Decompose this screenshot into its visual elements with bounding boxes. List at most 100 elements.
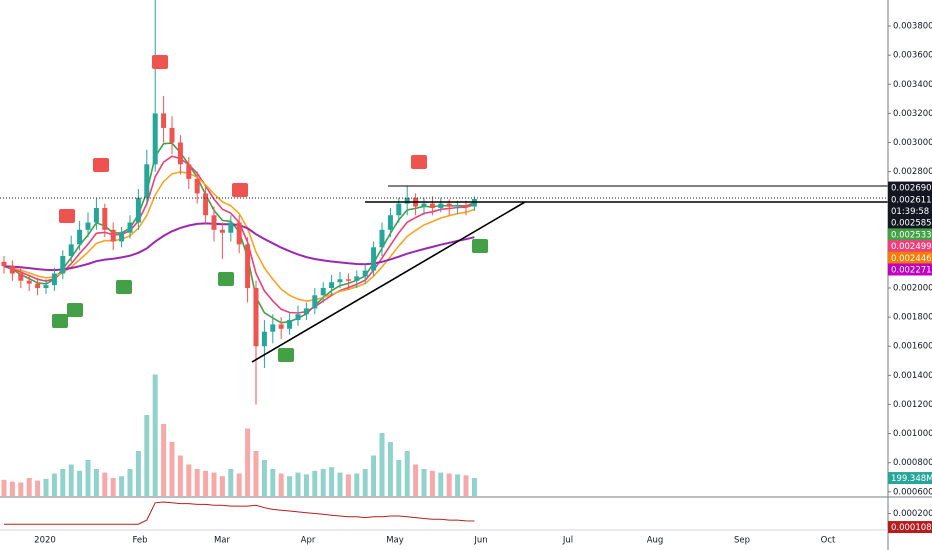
buy-marker	[218, 272, 234, 286]
volume-bar	[68, 464, 74, 496]
candle-body	[345, 279, 351, 281]
candle-body	[203, 193, 209, 216]
price-label-bg	[888, 181, 932, 194]
volume-bar	[228, 469, 234, 496]
volume-bar	[211, 472, 217, 496]
volume-bar	[152, 374, 158, 496]
candle-body	[35, 283, 41, 289]
volume-bar	[295, 472, 301, 496]
price-label-bg	[888, 216, 932, 229]
candle-body	[1, 261, 7, 267]
countdown-label: 01:39:58	[891, 207, 929, 217]
candle-body	[152, 113, 158, 165]
candle-body	[186, 164, 192, 179]
candle-body	[9, 266, 15, 274]
candle-body	[85, 222, 91, 230]
volume-bar	[18, 482, 24, 496]
candle-body	[51, 273, 57, 286]
price-label: 0.0022718	[891, 265, 932, 275]
candle-body	[337, 279, 343, 283]
candle-body	[455, 205, 461, 207]
candle-body	[93, 207, 99, 223]
volume-bar	[329, 467, 335, 496]
volume-label-bg	[888, 472, 932, 485]
volume-bar	[253, 451, 259, 496]
volume-bar	[320, 469, 326, 496]
x-tick-label: 2020	[34, 536, 56, 546]
buy-marker	[52, 314, 68, 328]
candle-body	[43, 285, 49, 289]
candle-body	[396, 203, 402, 216]
x-tick-label: Aug	[647, 536, 664, 546]
sell-markers	[59, 55, 427, 223]
x-tick-label: Apr	[301, 536, 316, 546]
volume-bar	[404, 451, 410, 496]
volume-bar	[203, 470, 209, 496]
buy-marker	[278, 348, 294, 362]
volume-bar	[303, 474, 309, 496]
sell-marker	[152, 55, 168, 69]
volume-bar	[169, 442, 175, 496]
candle-body	[169, 127, 175, 143]
volume-bar	[421, 469, 427, 496]
volume-bar	[161, 424, 167, 496]
volume-bar	[396, 460, 402, 496]
volume-bar	[455, 474, 461, 496]
countdown-label-bg	[888, 204, 932, 217]
candle-body	[429, 203, 435, 208]
volume-bar	[1, 479, 7, 496]
candle-body	[211, 215, 217, 230]
candle-body	[463, 205, 469, 207]
buy-markers	[52, 239, 488, 362]
price-label: 0.0026902	[891, 184, 932, 194]
volume-bar	[26, 478, 32, 496]
volume-bar	[337, 472, 343, 496]
volume-bar	[219, 476, 225, 496]
indicator-label: 0.0001086	[891, 523, 932, 533]
candle-body	[228, 222, 234, 233]
candle-body	[135, 197, 141, 223]
candle-body	[270, 324, 276, 332]
volume-bar	[387, 442, 393, 496]
candle-body	[278, 324, 284, 329]
volume-bar	[60, 469, 66, 496]
candle-body	[421, 203, 427, 207]
volume-bar	[312, 470, 318, 496]
candle-body	[26, 280, 32, 284]
candle-body	[295, 314, 301, 321]
volume-bar	[463, 475, 469, 496]
volume-bar	[278, 473, 284, 496]
price-label-bg	[888, 263, 932, 276]
plot-area	[1, 0, 477, 525]
volume-bar	[270, 469, 276, 496]
candle-body	[110, 229, 116, 242]
candle-body	[219, 229, 225, 233]
volume-bar	[371, 455, 377, 496]
candle-body	[253, 288, 259, 347]
price-label-bg	[888, 240, 932, 253]
candle-body	[471, 198, 477, 207]
sell-marker	[59, 209, 75, 223]
volume-bar	[261, 460, 267, 496]
volume-bar	[413, 464, 419, 496]
buy-marker	[472, 239, 488, 253]
candle-body	[446, 203, 452, 207]
sell-marker	[411, 155, 427, 169]
x-tick-label: Oct	[821, 536, 836, 546]
candle-body	[127, 222, 133, 233]
volume-bar	[186, 464, 192, 496]
indicator-line	[4, 501, 475, 525]
candle-body	[161, 113, 167, 128]
price-label: 0.0025853	[891, 219, 932, 229]
candle-body	[119, 232, 125, 242]
sell-marker	[93, 158, 109, 172]
candle-body	[144, 164, 150, 198]
